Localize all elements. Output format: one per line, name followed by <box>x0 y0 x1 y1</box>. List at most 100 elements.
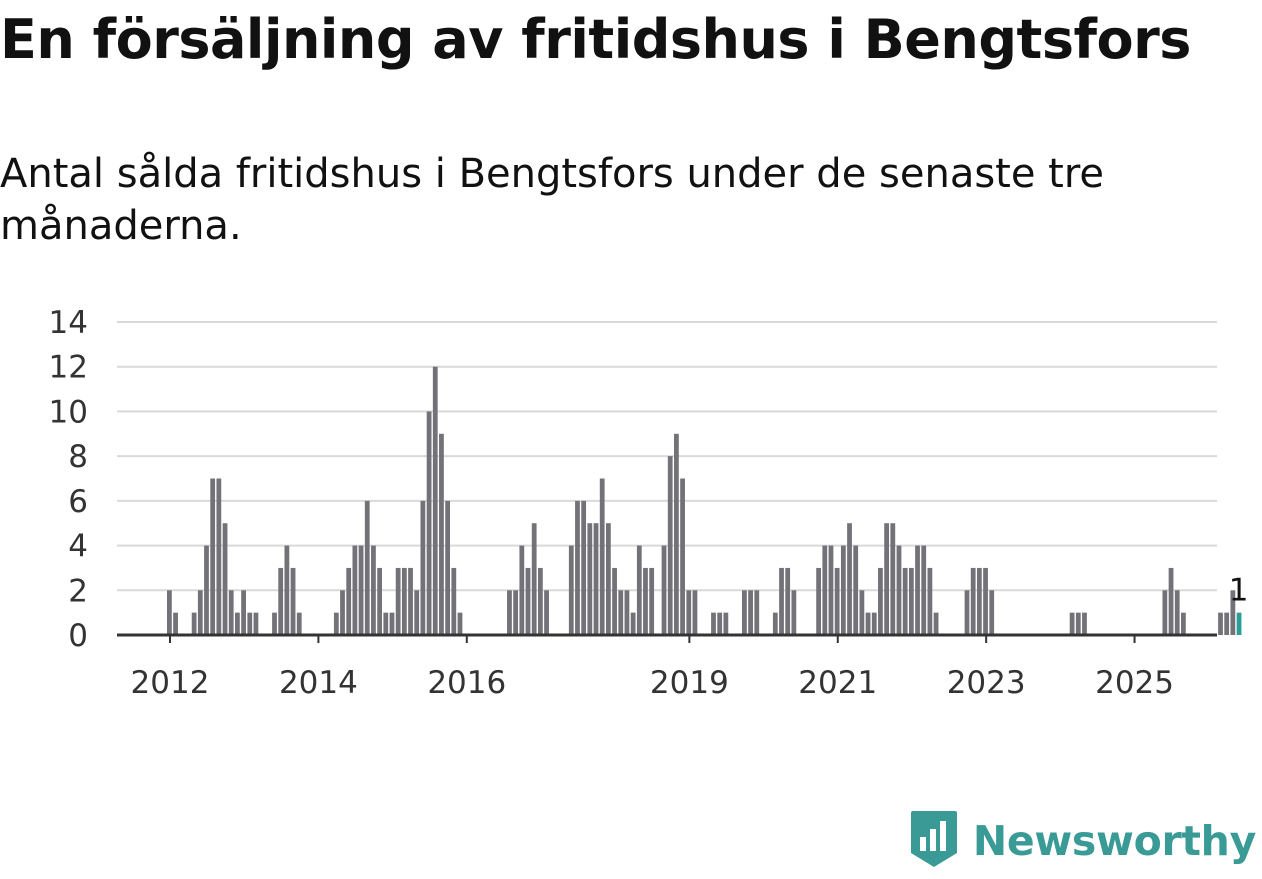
bar <box>1075 612 1081 635</box>
bar <box>723 612 729 635</box>
bar <box>847 523 852 635</box>
bar <box>222 523 228 635</box>
bar <box>1230 590 1236 635</box>
x-tick-label: 2025 <box>1095 665 1174 701</box>
bar <box>686 590 692 635</box>
bar <box>1174 590 1180 635</box>
gridlines <box>117 321 1217 592</box>
bar <box>451 567 457 635</box>
bar <box>278 567 284 635</box>
bar <box>612 567 617 635</box>
bar <box>241 590 246 635</box>
bar <box>432 366 438 635</box>
bar <box>624 590 630 635</box>
bar <box>395 567 401 635</box>
bar <box>915 545 920 635</box>
x-tick-label: 2021 <box>798 665 877 701</box>
bar <box>748 590 753 635</box>
bar <box>445 500 451 635</box>
chart-title: En försäljning av fritidshus i Bengtsfor… <box>0 8 1191 71</box>
bar <box>630 612 636 635</box>
bar <box>426 411 432 635</box>
bar <box>253 612 259 635</box>
bar <box>575 500 580 635</box>
bar <box>587 523 593 635</box>
bar <box>816 567 821 635</box>
bar <box>1181 612 1186 635</box>
bar <box>840 545 846 635</box>
bar <box>772 612 778 635</box>
x-tick-label: 2014 <box>279 665 358 701</box>
x-tick-label: 2019 <box>650 665 729 701</box>
bar <box>989 590 995 635</box>
bar-highlight <box>1236 612 1242 635</box>
bar <box>674 433 679 635</box>
bar <box>1069 612 1075 635</box>
bar <box>599 478 605 635</box>
bar <box>742 590 747 635</box>
bar <box>544 590 549 635</box>
x-tick-label: 2016 <box>427 665 506 701</box>
y-axis-ticks: 0 2 4 6 8 10 12 14 <box>49 305 88 654</box>
bar <box>507 590 512 635</box>
bar <box>667 456 673 635</box>
bar <box>618 590 624 635</box>
bar <box>902 567 908 635</box>
bar <box>333 612 339 635</box>
bar <box>890 523 896 635</box>
y-tick-label: 2 <box>68 573 88 609</box>
bar <box>284 545 290 635</box>
data-labels: 1 <box>1229 573 1249 609</box>
bar <box>457 612 463 635</box>
bar <box>531 523 537 635</box>
bar <box>167 590 172 635</box>
bar <box>754 590 760 635</box>
bar <box>364 500 370 635</box>
y-tick-label: 0 <box>68 618 88 654</box>
bar <box>204 545 209 635</box>
bar <box>408 567 413 635</box>
bar <box>908 567 914 635</box>
bar <box>970 567 976 635</box>
bar <box>228 590 234 635</box>
bar-chart: 0 2 4 6 8 10 12 14 2012 2014 2016 2019 2021 2023 2025… <box>49 305 1249 701</box>
bar <box>414 590 420 635</box>
bar <box>525 567 531 635</box>
bar <box>717 612 723 635</box>
bar <box>1218 612 1223 635</box>
bar <box>822 545 828 635</box>
bar <box>1224 612 1230 635</box>
bar <box>878 567 883 635</box>
bar <box>272 612 277 635</box>
bar <box>389 612 395 635</box>
bar <box>210 478 216 635</box>
y-tick-label: 10 <box>49 394 88 430</box>
bar <box>779 567 784 635</box>
x-tick-label: 2012 <box>131 665 210 701</box>
bar <box>173 612 178 635</box>
bar <box>340 590 345 635</box>
bar <box>871 612 877 635</box>
bar <box>371 545 376 635</box>
bar <box>377 567 382 635</box>
bar <box>964 590 970 635</box>
bar <box>661 545 667 635</box>
bar <box>927 567 933 635</box>
bar <box>346 567 352 635</box>
bar <box>785 567 791 635</box>
bar <box>828 545 834 635</box>
y-tick-label: 14 <box>49 305 88 341</box>
bar <box>643 567 648 635</box>
y-tick-label: 8 <box>68 439 88 475</box>
bar <box>865 612 871 635</box>
bar <box>537 567 543 635</box>
bars <box>167 366 1242 635</box>
bar <box>853 545 859 635</box>
bar <box>933 612 939 635</box>
bar <box>581 500 587 635</box>
bar <box>235 612 240 635</box>
highlight-value-label: 1 <box>1229 573 1249 609</box>
bar <box>1168 567 1174 635</box>
x-axis-ticks: 2012 2014 2016 2019 2021 2023 2025 <box>131 635 1174 701</box>
bar <box>439 433 444 635</box>
